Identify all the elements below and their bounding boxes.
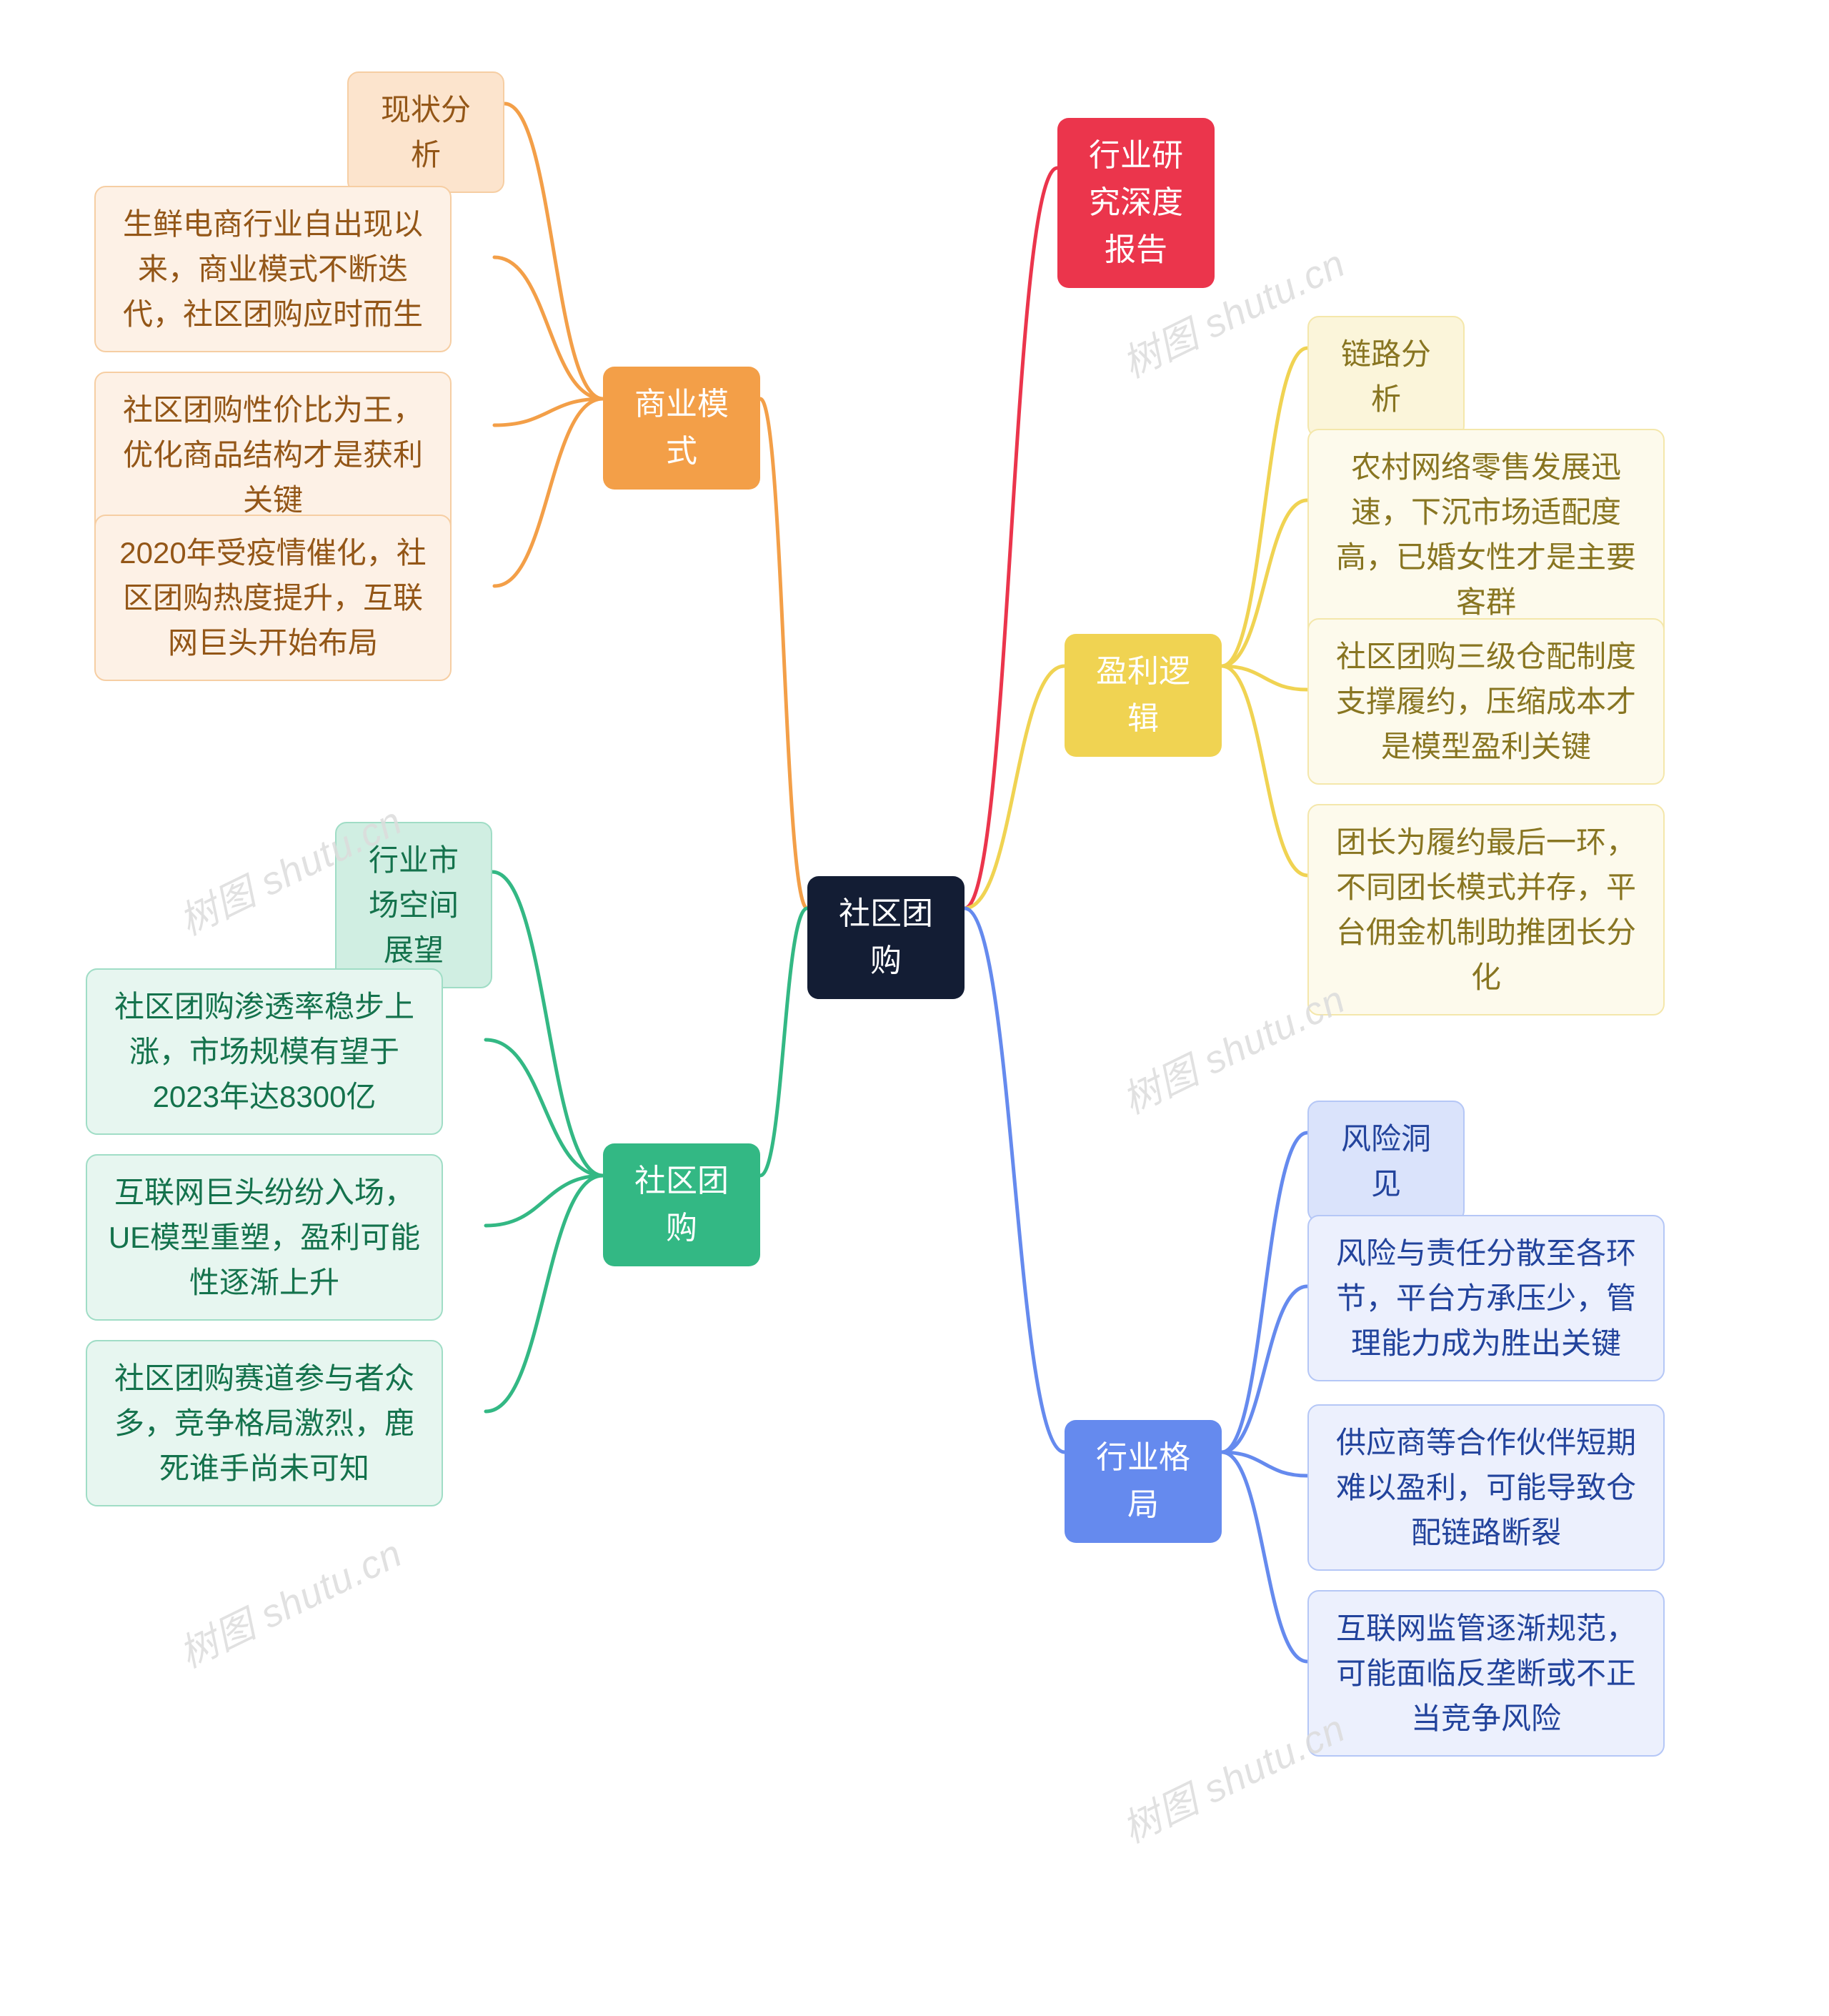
- left-branch-0-title-label: 现状分析: [367, 87, 484, 177]
- left-branch-0: 商业模式: [603, 367, 760, 490]
- right-branch-2-leaf-2-label: 互联网监管逐渐规范，可能面临反垄断或不正当竞争风险: [1327, 1606, 1645, 1741]
- root-node: 社区团购: [807, 876, 965, 999]
- right-branch-2-title: 风险洞见: [1307, 1101, 1465, 1222]
- right-branch-1-title-label: 链路分析: [1327, 332, 1445, 422]
- right-branch-0: 行业研究深度报告: [1057, 118, 1215, 288]
- left-branch-0-leaf-1-label: 社区团购性价比为王，优化商品结构才是获利关键: [114, 387, 432, 522]
- left-branch-1-leaf-1-label: 互联网巨头纷纷入场，UE模型重塑，盈利可能性逐渐上升: [106, 1170, 423, 1305]
- right-branch-1-leaf-0-label: 农村网络零售发展迅速，下沉市场适配度高，已婚女性才是主要客群: [1327, 445, 1645, 625]
- left-branch-0-leaf-1: 社区团购性价比为王，优化商品结构才是获利关键: [94, 372, 452, 538]
- right-branch-0-label: 行业研究深度报告: [1076, 132, 1196, 274]
- right-branch-1-leaf-2-label: 团长为履约最后一环，不同团长模式并存，平台佣金机制助推团长分化: [1327, 820, 1645, 1000]
- right-branch-2-leaf-1-label: 供应商等合作伙伴短期难以盈利，可能导致仓配链路断裂: [1327, 1420, 1645, 1555]
- right-branch-2-leaf-2: 互联网监管逐渐规范，可能面临反垄断或不正当竞争风险: [1307, 1590, 1665, 1757]
- left-branch-0-label: 商业模式: [622, 381, 742, 475]
- right-branch-2-leaf-0: 风险与责任分散至各环节，平台方承压少，管理能力成为胜出关键: [1307, 1215, 1665, 1381]
- left-branch-1-leaf-2-label: 社区团购赛道参与者众多，竞争格局激烈，鹿死谁手尚未可知: [106, 1356, 423, 1491]
- left-branch-1: 社区团购: [603, 1143, 760, 1266]
- left-branch-1-leaf-2: 社区团购赛道参与者众多，竞争格局激烈，鹿死谁手尚未可知: [86, 1340, 443, 1506]
- right-branch-2-title-label: 风险洞见: [1327, 1116, 1445, 1206]
- left-branch-0-title: 现状分析: [347, 71, 504, 193]
- left-branch-1-leaf-0: 社区团购渗透率稳步上涨，市场规模有望于2023年达8300亿: [86, 968, 443, 1135]
- left-branch-1-leaf-1: 互联网巨头纷纷入场，UE模型重塑，盈利可能性逐渐上升: [86, 1154, 443, 1321]
- left-branch-0-leaf-0-label: 生鲜电商行业自出现以来，商业模式不断迭代，社区团购应时而生: [114, 202, 432, 337]
- left-branch-1-leaf-0-label: 社区团购渗透率稳步上涨，市场规模有望于2023年达8300亿: [106, 984, 423, 1119]
- right-branch-1-leaf-1-label: 社区团购三级仓配制度支撑履约，压缩成本才是模型盈利关键: [1327, 634, 1645, 769]
- left-branch-1-title: 行业市场空间展望: [335, 822, 492, 988]
- left-branch-0-leaf-2: 2020年受疫情催化，社区团购热度提升，互联网巨头开始布局: [94, 515, 452, 681]
- right-branch-1-label: 盈利逻辑: [1083, 648, 1203, 743]
- right-branch-2-leaf-1: 供应商等合作伙伴短期难以盈利，可能导致仓配链路断裂: [1307, 1404, 1665, 1571]
- right-branch-2: 行业格局: [1065, 1420, 1222, 1543]
- right-branch-2-label: 行业格局: [1083, 1434, 1203, 1529]
- right-branch-1-leaf-2: 团长为履约最后一环，不同团长模式并存，平台佣金机制助推团长分化: [1307, 804, 1665, 1016]
- right-branch-2-leaf-0-label: 风险与责任分散至各环节，平台方承压少，管理能力成为胜出关键: [1327, 1231, 1645, 1366]
- root-node-label: 社区团购: [826, 890, 946, 985]
- left-branch-1-label: 社区团购: [622, 1158, 742, 1252]
- right-branch-1-leaf-1: 社区团购三级仓配制度支撑履约，压缩成本才是模型盈利关键: [1307, 618, 1665, 785]
- right-branch-1-leaf-0: 农村网络零售发展迅速，下沉市场适配度高，已婚女性才是主要客群: [1307, 429, 1665, 640]
- right-branch-1-title: 链路分析: [1307, 316, 1465, 437]
- watermark-3: 树图 shutu.cn: [168, 1522, 410, 1679]
- left-branch-0-leaf-2-label: 2020年受疫情催化，社区团购热度提升，互联网巨头开始布局: [114, 530, 432, 665]
- right-branch-1: 盈利逻辑: [1065, 634, 1222, 757]
- left-branch-0-leaf-0: 生鲜电商行业自出现以来，商业模式不断迭代，社区团购应时而生: [94, 186, 452, 352]
- left-branch-1-title-label: 行业市场空间展望: [355, 838, 472, 973]
